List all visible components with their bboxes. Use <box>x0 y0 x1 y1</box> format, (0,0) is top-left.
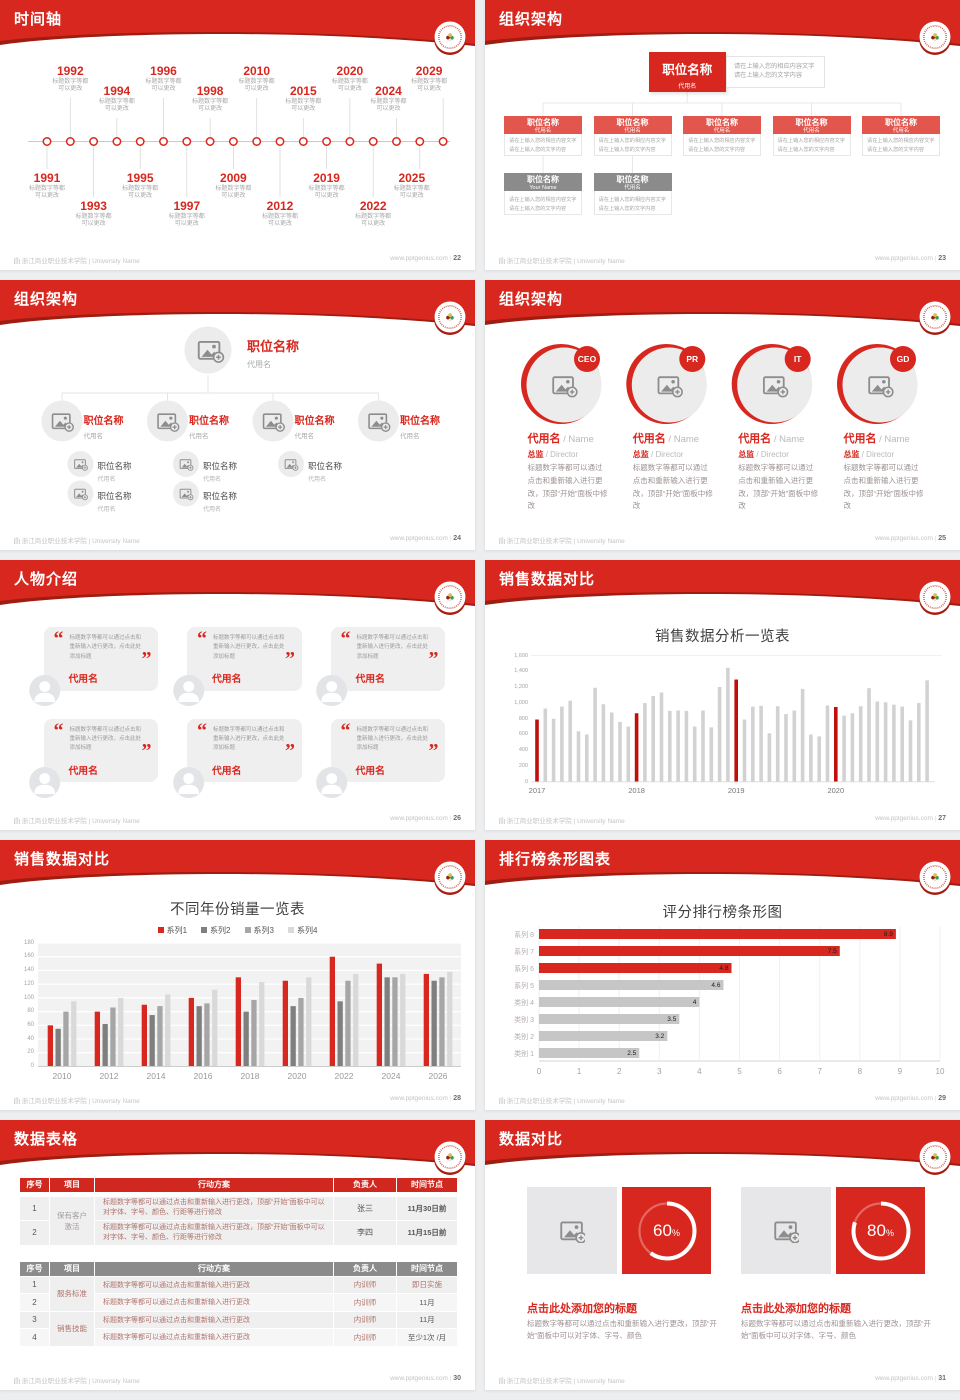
svg-text:PR: PR <box>686 354 698 364</box>
svg-text:CEO: CEO <box>578 354 597 364</box>
svg-text:GD: GD <box>897 354 910 364</box>
svg-text:IT: IT <box>794 354 802 364</box>
